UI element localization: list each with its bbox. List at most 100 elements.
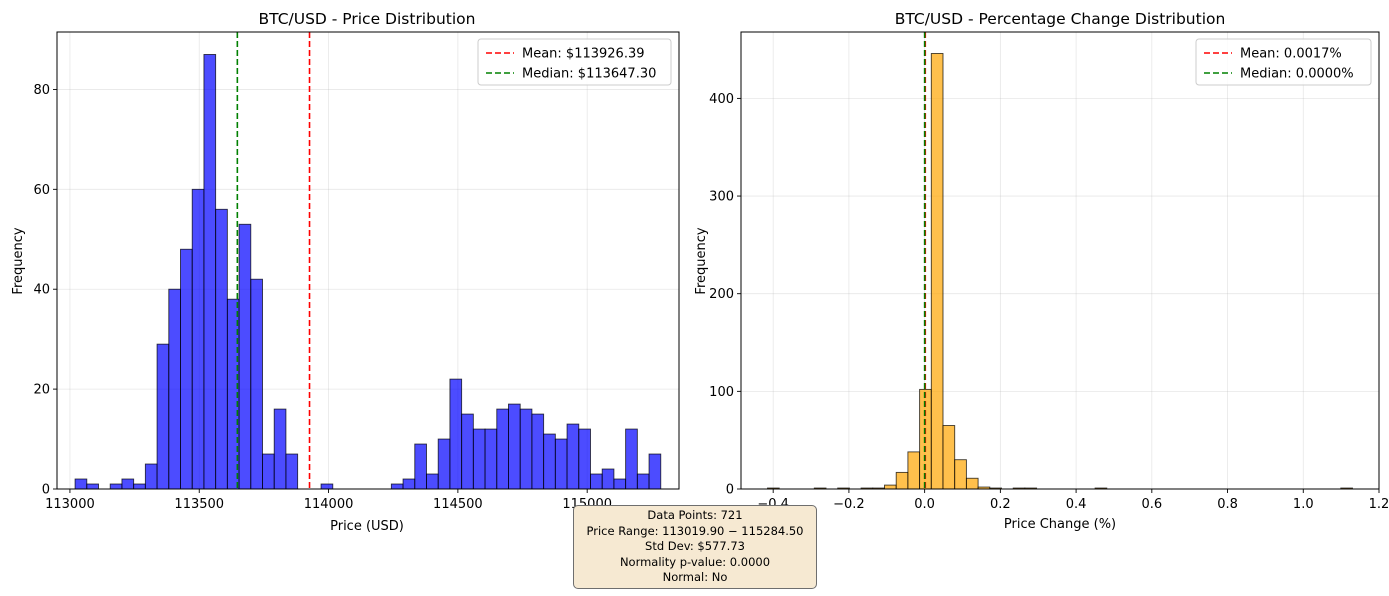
histogram-bar [203,54,217,490]
x-tick-label: 0.6 [1141,497,1162,512]
histogram-bar [461,413,474,490]
histogram-bar [168,288,181,490]
y-tick-label: 60 [33,183,50,198]
x-tick-label: −0.2 [833,497,865,512]
histogram-bar [942,425,956,490]
legend-entry: Median: 0.0000% [1240,67,1354,82]
histogram-bar [907,451,921,490]
legend: Mean: 0.0017% Median: 0.0000% [1195,38,1372,86]
x-tick-label: 113500 [174,497,224,512]
histogram-bar [531,413,545,490]
histogram-bar [578,428,591,490]
histogram-bar [250,278,263,490]
histogram-bar [437,438,451,490]
histogram-bar [121,478,135,490]
stat-normality: Normality p-value: 0.0000 [619,554,771,569]
grid-lines [741,32,1380,490]
histogram-bar [156,343,170,490]
y-tick-label: 40 [33,283,50,298]
histogram-bar [884,484,897,490]
histogram-bars [767,53,1353,490]
x-axis-ticks: 113000113500114000114500115000 [45,489,612,512]
x-tick-label: 1.0 [1293,497,1314,512]
y-tick-label: 400 [709,92,734,107]
histogram-bar [180,248,193,490]
x-tick-label: 0.4 [1066,497,1087,512]
x-tick-label: 0.8 [1217,497,1238,512]
histogram-bar [625,428,638,490]
histogram-bar [566,423,580,490]
histogram-bars [74,54,662,490]
legend-entry: Median: $113647.30 [522,67,656,82]
stat-normal: Normal: No [662,570,728,584]
histogram-bar [238,223,252,490]
histogram-bar [426,473,439,490]
x-tick-label: 0.2 [990,497,1011,512]
histogram-bar [390,483,404,490]
histogram-bar [86,483,99,490]
y-tick-label: 80 [33,83,50,98]
legend-entry: Mean: $113926.39 [522,47,645,62]
histogram-bar [449,378,463,490]
plot-frame [56,31,680,490]
y-tick-label: 100 [709,385,734,400]
y-tick-label: 0 [42,483,50,498]
histogram-bar [472,428,486,490]
y-tick-label: 0 [726,483,734,498]
histogram-bar [144,463,158,490]
histogram-bar [273,408,287,490]
histogram-bar [543,433,556,490]
chart-title: BTC/USD - Percentage Change Distribution [895,10,1226,28]
histogram-bar [965,477,979,490]
statistics-box: Data Points: 721 Price Range: 113019.90 … [573,505,817,589]
histogram-bar [601,468,615,490]
histogram-bar [648,453,662,490]
plot-frame [740,31,1380,490]
histogram-bar [496,408,509,490]
y-axis-ticks: 0 100 200 300 400 [709,92,741,498]
histogram-bar [519,408,533,490]
y-axis-ticks: 0 20 40 60 80 [33,83,57,498]
histogram-bar [930,53,944,490]
x-axis-ticks: −0.4−0.20.00.20.40.60.81.01.2 [757,489,1389,512]
histogram-bar [414,443,427,490]
x-tick-label: 114500 [433,497,483,512]
histogram-bar [954,459,967,490]
histogram-bar [508,403,521,490]
histogram-bar [191,188,205,490]
histogram-bar [262,453,275,490]
legend-box [1195,38,1372,86]
statistic-lines [923,32,927,489]
y-tick-label: 200 [709,287,734,302]
x-axis-label: Price (USD) [330,519,404,534]
histogram-bar [133,483,146,490]
histogram-bar [215,208,228,490]
histogram-bar [554,438,568,490]
histogram-bar [402,478,416,490]
x-tick-label: 1.2 [1369,497,1389,512]
statistic-lines [236,32,311,489]
y-axis-label: Frequency [694,227,709,294]
histogram-bar [484,428,498,490]
price-distribution-chart: BTC/USD - Price Distribution 113000 11350… [11,10,680,534]
x-tick-label: 0.0 [914,497,935,512]
y-tick-label: 20 [33,383,50,398]
legend-box [477,38,672,86]
histogram-bar [590,473,603,490]
x-tick-label: 114000 [304,497,354,512]
percentage-change-chart: BTC/USD - Percentage Change Distribution… [694,10,1389,532]
grid-lines [57,32,679,490]
legend-entry: Mean: 0.0017% [1240,47,1342,62]
stat-data-points: Data Points: 721 [647,508,743,522]
histogram-bar [285,453,299,490]
histogram-bar [320,483,334,490]
histogram-bar [613,478,627,490]
stat-std-dev: Std Dev: $577.73 [645,539,745,553]
y-axis-label: Frequency [11,227,26,294]
histogram-bar [636,473,650,490]
x-tick-label: 113000 [45,497,95,512]
histogram-bar [895,471,909,490]
histogram-bar [74,478,88,490]
stat-price-range: Price Range: 113019.90 − 115284.50 [586,523,804,538]
